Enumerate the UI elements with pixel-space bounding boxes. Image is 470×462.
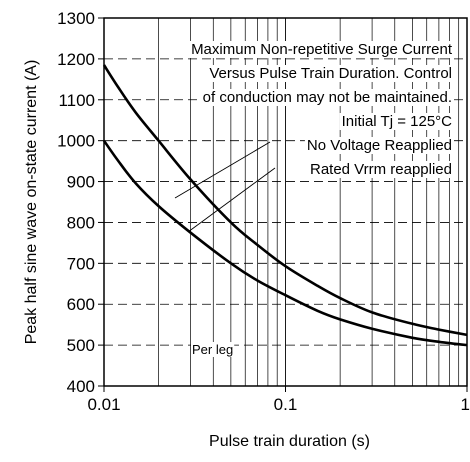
series-line-2: [102, 139, 468, 347]
y-tick-label: 800: [67, 213, 95, 232]
per-leg-background: [191, 342, 235, 357]
y-tick-label: 1300: [57, 9, 95, 28]
annotation-line: of conduction may not be maintained.: [203, 89, 452, 106]
series-lines: [102, 64, 468, 347]
y-tick-label: 900: [67, 173, 95, 192]
annotation-line: Versus Pulse Train Duration. Control: [209, 65, 452, 82]
annotations: Maximum Non-repetitive Surge Current Vers…: [174, 41, 455, 357]
annotation-background: [200, 89, 454, 106]
annotation-line: Initial Tj = 125°C: [342, 113, 453, 130]
annotation-background: [339, 113, 455, 130]
x-axis-title: Pulse train duration (s): [209, 433, 370, 450]
series-label-background: [307, 161, 454, 178]
series-label-background: [304, 137, 454, 154]
annotation-background: [207, 65, 454, 82]
leader-line: [174, 141, 271, 199]
x-tick-label: 0.1: [274, 395, 298, 414]
y-tick-label: 700: [67, 254, 95, 273]
series-label: No Voltage Reapplied: [307, 137, 452, 154]
x-tick-label: 0.01: [87, 395, 120, 414]
annotation-line: Maximum Non-repetitive Surge Current: [191, 41, 453, 58]
x-tick-label: 1: [461, 395, 470, 414]
y-tick-label: 400: [67, 377, 95, 396]
per-leg-label: Per leg: [192, 342, 233, 357]
y-tick-label: 1000: [57, 132, 95, 151]
series-line-1: [102, 64, 468, 337]
y-tick-label: 600: [67, 295, 95, 314]
annotation-background: [189, 41, 455, 58]
axes: 400 500 600 700 800 900 1000 1100 1200 1300 0.01 0.…: [23, 9, 470, 450]
y-tick-label: 1200: [57, 50, 95, 69]
y-tick-label: 1100: [58, 91, 95, 110]
leader-line: [187, 167, 276, 233]
y-tick-label: 500: [67, 336, 95, 355]
series-label: Rated Vrrm reapplied: [310, 161, 452, 178]
y-axis-title: Peak half sine wave on-state current (A): [23, 60, 40, 345]
